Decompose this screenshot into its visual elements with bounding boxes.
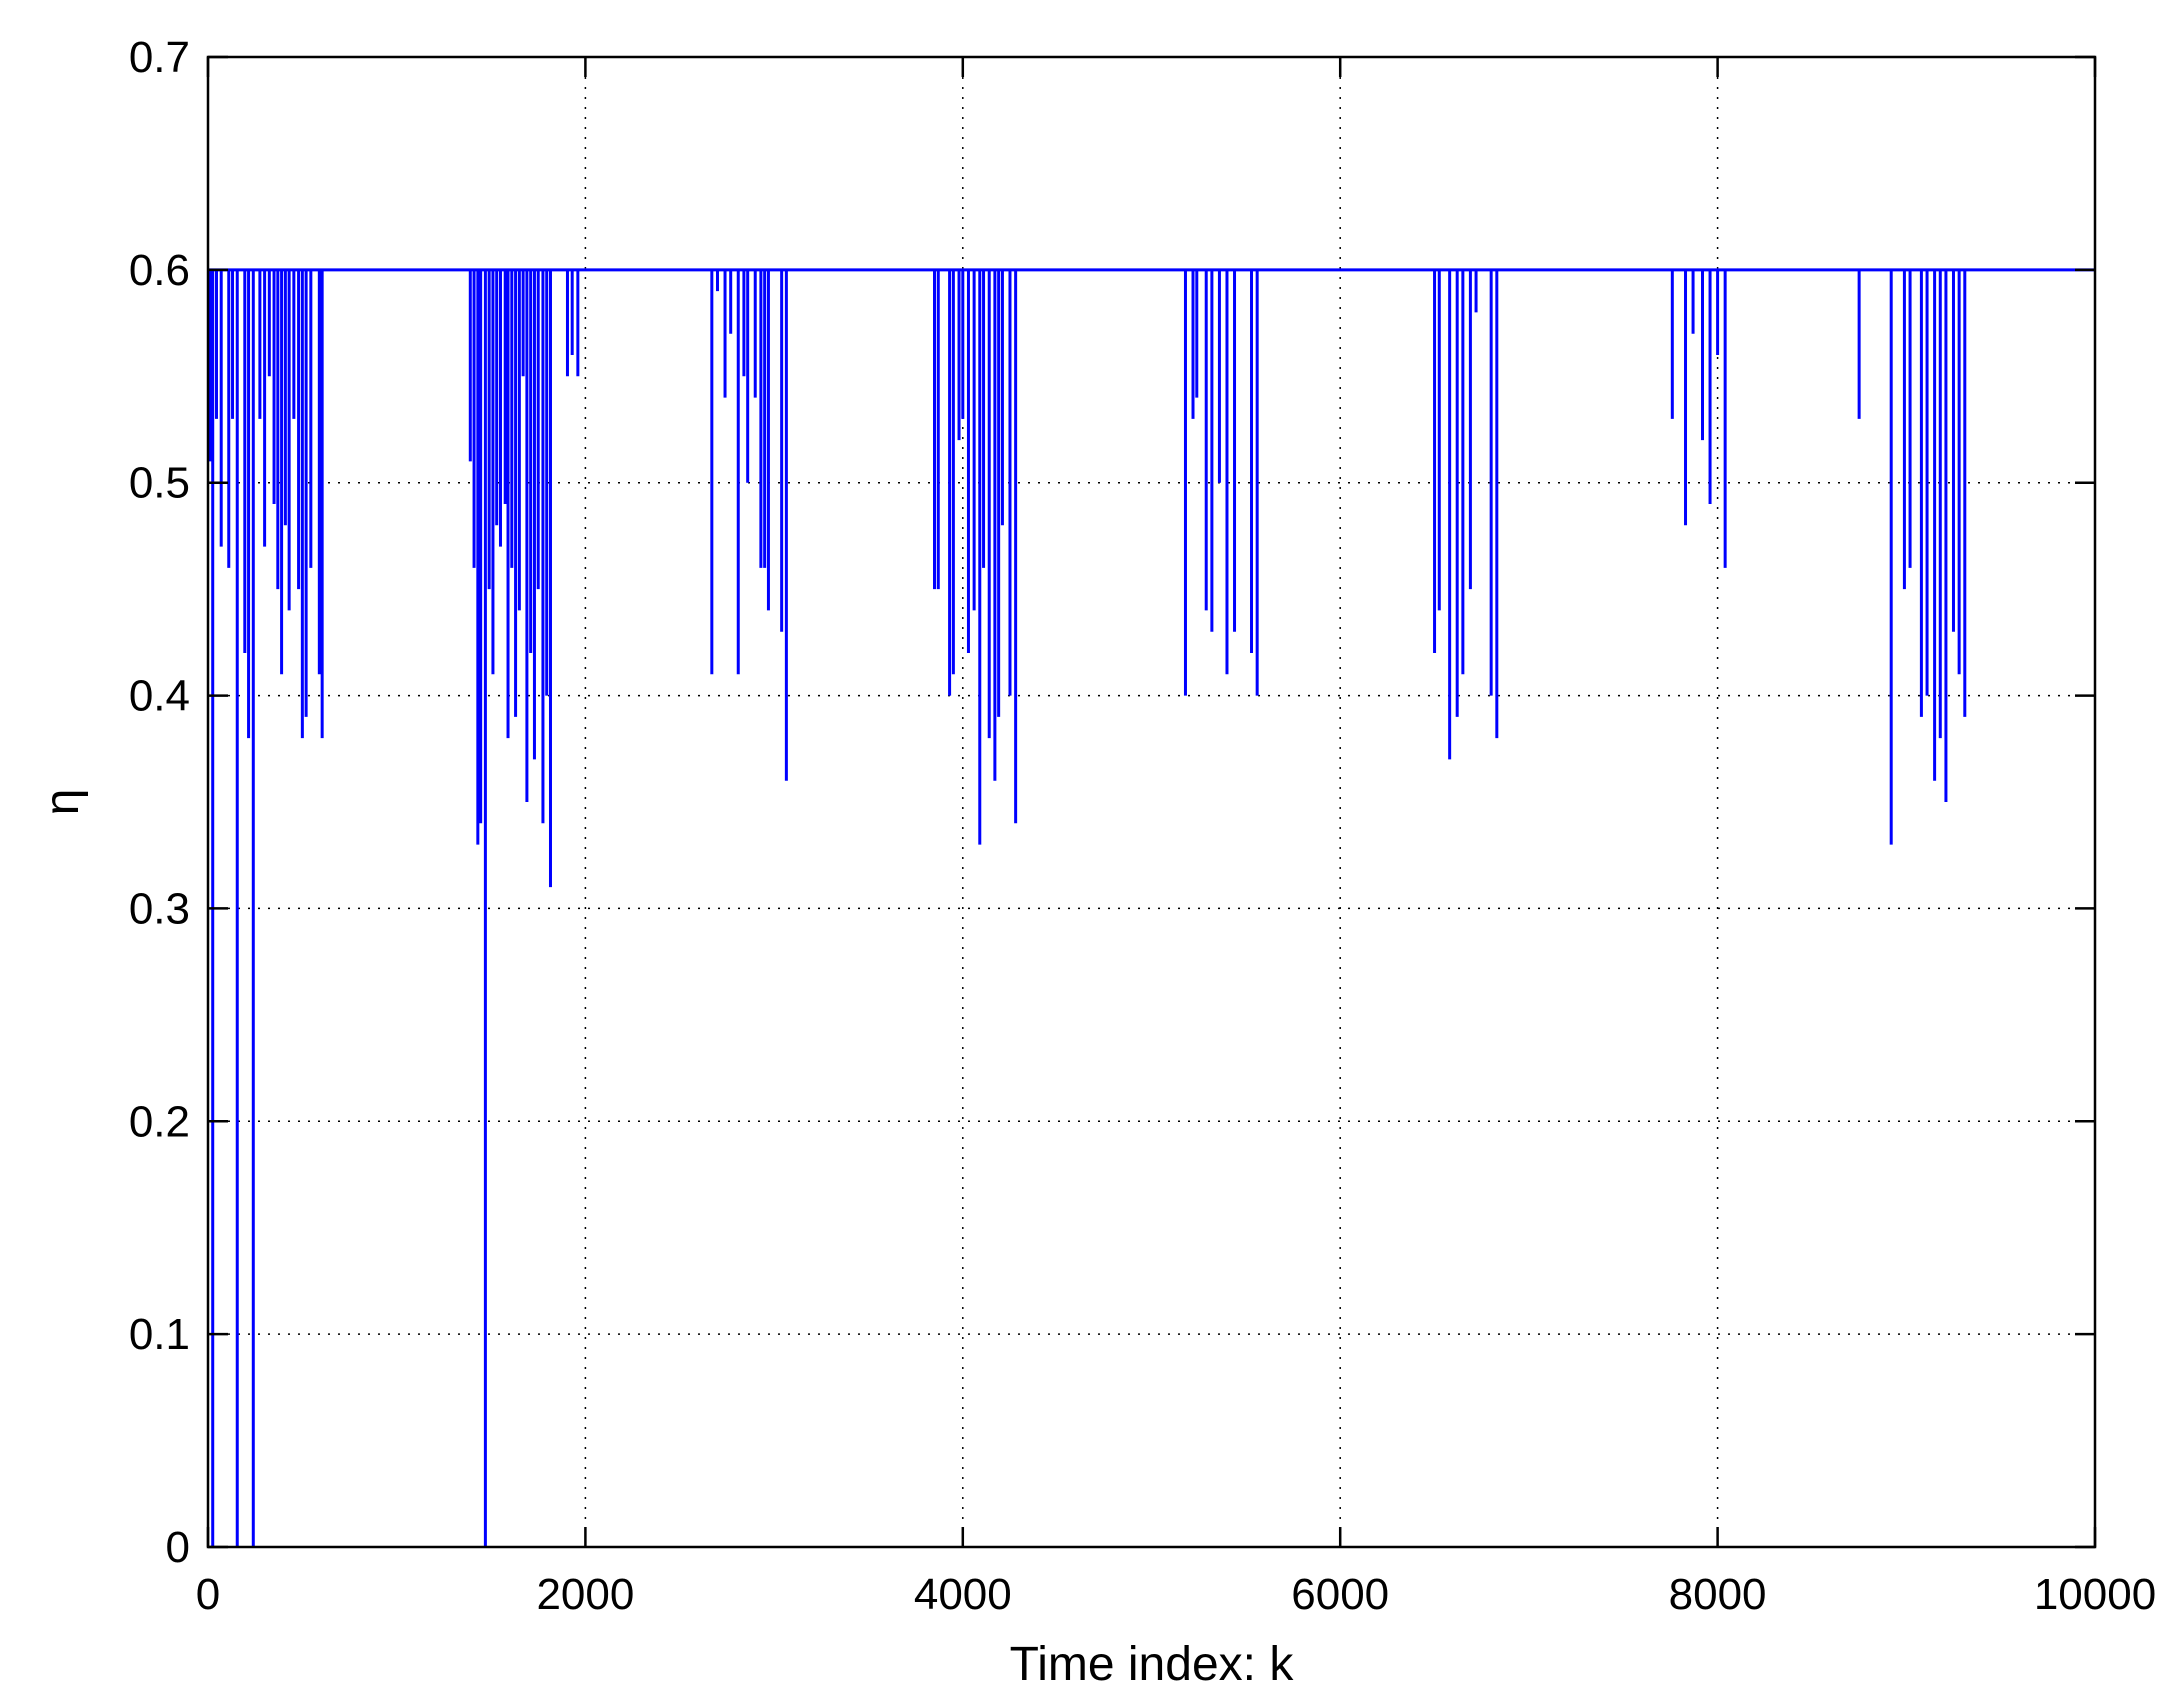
series-layer <box>208 268 2095 1547</box>
x-tick-label: 2000 <box>536 1570 634 1619</box>
grid <box>208 57 2095 1547</box>
y-tick-label: 0.2 <box>129 1097 190 1146</box>
x-axis-label: Time index: k <box>1010 1638 1295 1691</box>
y-tick-label: 0.5 <box>129 459 190 508</box>
series-line <box>208 268 2095 1547</box>
plot-frame <box>206 55 2097 1549</box>
y-tick-label: 0.6 <box>129 246 190 295</box>
x-tick-label: 10000 <box>2034 1570 2156 1619</box>
ticks <box>206 55 2097 1549</box>
y-tick-label: 0.4 <box>129 672 190 721</box>
x-tick-labels: 0 2000 4000 6000 8000 10000 <box>196 1570 2156 1619</box>
y-axis-label: η <box>36 789 89 816</box>
x-tick-label: 6000 <box>1291 1570 1389 1619</box>
plot-background <box>208 57 2095 1547</box>
y-tick-label: 0.1 <box>129 1310 190 1359</box>
x-tick-label: 4000 <box>914 1570 1012 1619</box>
y-tick-label: 0.7 <box>129 33 190 82</box>
x-tick-label: 0 <box>196 1570 220 1619</box>
y-tick-labels: 0 0.1 0.2 0.3 0.4 0.5 0.6 0.7 <box>129 33 190 1572</box>
y-tick-label: 0.3 <box>129 884 190 933</box>
y-tick-label: 0 <box>166 1523 190 1572</box>
x-tick-label: 8000 <box>1669 1570 1767 1619</box>
